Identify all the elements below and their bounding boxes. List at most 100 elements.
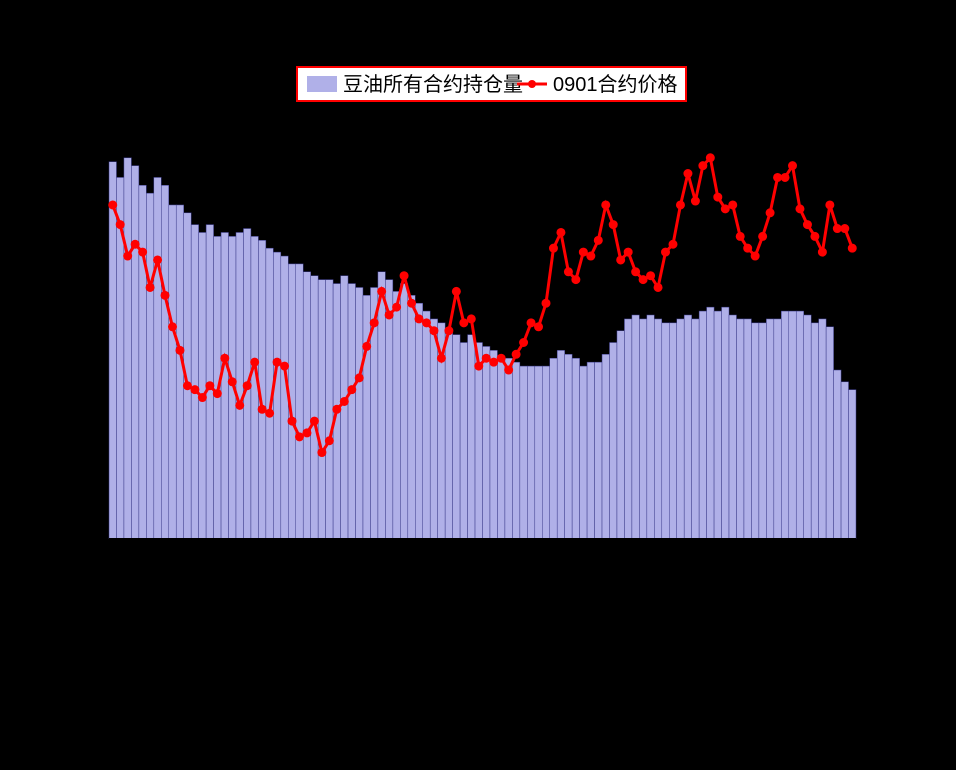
line-marker bbox=[527, 319, 535, 327]
bar bbox=[766, 319, 773, 539]
line-marker bbox=[116, 221, 124, 229]
bar bbox=[624, 319, 631, 539]
line-marker bbox=[340, 397, 348, 405]
line-marker bbox=[348, 386, 356, 394]
bar bbox=[819, 319, 826, 539]
legend: 豆油所有合约持仓量0901合约价格 bbox=[297, 67, 686, 101]
line-marker bbox=[833, 225, 841, 233]
bar bbox=[542, 366, 549, 539]
line-marker bbox=[318, 449, 326, 457]
bar bbox=[221, 232, 228, 539]
line-marker bbox=[482, 354, 490, 362]
bar bbox=[550, 358, 557, 539]
line-marker bbox=[744, 244, 752, 252]
bar bbox=[834, 370, 841, 539]
line-marker bbox=[467, 315, 475, 323]
bar bbox=[139, 185, 146, 539]
line-marker bbox=[602, 201, 610, 209]
bar bbox=[826, 327, 833, 539]
bar bbox=[684, 315, 691, 539]
line-marker bbox=[796, 205, 804, 213]
line-marker bbox=[505, 366, 513, 374]
line-marker bbox=[176, 346, 184, 354]
line-marker bbox=[385, 311, 393, 319]
line-marker bbox=[161, 291, 169, 299]
bar bbox=[677, 319, 684, 539]
line-marker bbox=[258, 405, 266, 413]
line-marker bbox=[759, 232, 767, 240]
bar bbox=[378, 272, 385, 539]
bar bbox=[617, 331, 624, 539]
bar bbox=[400, 284, 407, 539]
line-marker bbox=[789, 162, 797, 170]
bar bbox=[296, 264, 303, 539]
line-marker bbox=[699, 162, 707, 170]
line-marker bbox=[303, 429, 311, 437]
bar bbox=[774, 319, 781, 539]
bar bbox=[468, 335, 475, 539]
bar bbox=[273, 252, 280, 539]
bar bbox=[236, 232, 243, 539]
line-marker bbox=[572, 276, 580, 284]
line-marker bbox=[490, 358, 498, 366]
bar bbox=[520, 366, 527, 539]
line-marker bbox=[691, 197, 699, 205]
x-axis-ticks bbox=[109, 539, 856, 545]
bar bbox=[647, 315, 654, 539]
line-marker bbox=[139, 248, 147, 256]
line-marker bbox=[497, 354, 505, 362]
line-marker bbox=[198, 394, 206, 402]
legend-swatch-area bbox=[307, 76, 337, 92]
bar bbox=[751, 323, 758, 539]
bar bbox=[490, 350, 497, 539]
line-marker bbox=[624, 248, 632, 256]
line-marker bbox=[221, 354, 229, 362]
line-marker bbox=[632, 268, 640, 276]
bar bbox=[146, 193, 153, 539]
line-marker bbox=[721, 205, 729, 213]
line-marker bbox=[393, 303, 401, 311]
line-marker bbox=[774, 173, 782, 181]
bar bbox=[781, 311, 788, 539]
line-marker bbox=[803, 221, 811, 229]
line-marker bbox=[370, 319, 378, 327]
line-marker bbox=[669, 240, 677, 248]
bar bbox=[161, 185, 168, 539]
line-marker bbox=[542, 299, 550, 307]
bar bbox=[602, 354, 609, 539]
line-marker bbox=[437, 354, 445, 362]
bar bbox=[565, 354, 572, 539]
line-marker bbox=[714, 193, 722, 201]
line-marker bbox=[124, 252, 132, 260]
line-marker bbox=[549, 244, 557, 252]
line-marker bbox=[273, 358, 281, 366]
line-marker bbox=[766, 209, 774, 217]
line-marker bbox=[325, 437, 333, 445]
line-marker bbox=[736, 232, 744, 240]
bar bbox=[415, 303, 422, 539]
line-marker bbox=[818, 248, 826, 256]
bar bbox=[393, 291, 400, 539]
legend-label-2: 0901合约价格 bbox=[553, 73, 678, 96]
bar bbox=[356, 287, 363, 539]
line-marker bbox=[288, 417, 296, 425]
legend-swatch-marker bbox=[528, 80, 536, 88]
line-marker bbox=[206, 382, 214, 390]
line-marker bbox=[310, 417, 318, 425]
line-marker bbox=[639, 276, 647, 284]
bar bbox=[639, 319, 646, 539]
bar bbox=[662, 323, 669, 539]
bar bbox=[311, 276, 318, 539]
line-marker bbox=[191, 386, 199, 394]
bar bbox=[483, 346, 490, 539]
bar bbox=[445, 331, 452, 539]
line-marker bbox=[706, 154, 714, 162]
bar bbox=[580, 366, 587, 539]
bar bbox=[318, 280, 325, 539]
bar bbox=[535, 366, 542, 539]
bar bbox=[154, 177, 161, 539]
bar bbox=[557, 350, 564, 539]
line-marker bbox=[363, 342, 371, 350]
bar bbox=[609, 343, 616, 540]
line-marker bbox=[430, 327, 438, 335]
